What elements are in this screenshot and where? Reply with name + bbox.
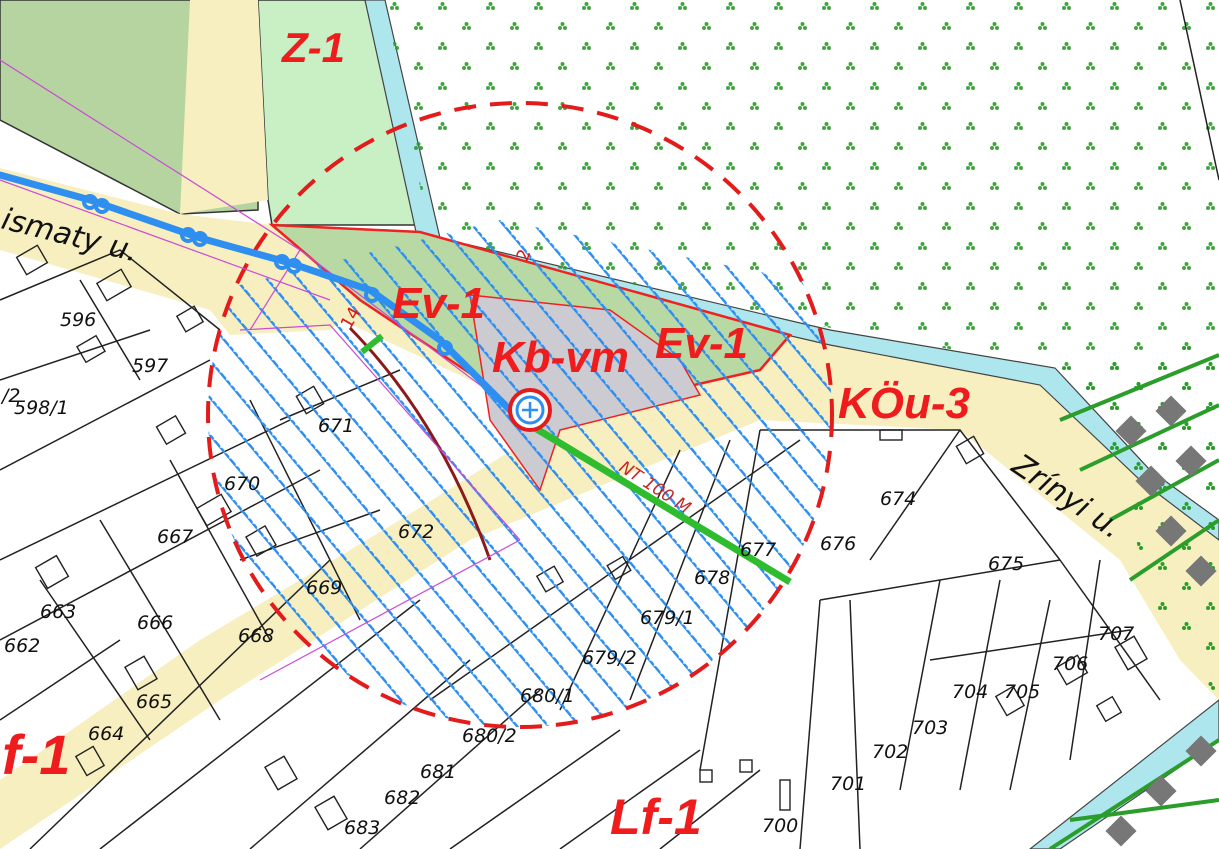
zone-label-f1: f-1 <box>2 723 70 786</box>
parcel-680-1: 680/1 <box>520 685 575 707</box>
protection-zone-hatch <box>208 220 832 727</box>
parcel-numbers: 596 597 598/1 /2 671 670 667 672 669 666… <box>0 309 1134 839</box>
parcel-674: 674 <box>880 488 916 510</box>
parcel-679-1: 679/1 <box>640 607 695 629</box>
parcel-703: 703 <box>912 717 948 739</box>
parcel-707: 707 <box>1098 623 1134 645</box>
parcel-671: 671 <box>318 415 354 437</box>
parcel-662: 662 <box>4 635 40 657</box>
parcel-668: 668 <box>238 625 274 647</box>
parcel-681: 681 <box>420 761 456 783</box>
garden-stripes <box>1048 353 1219 849</box>
parcel-701: 701 <box>830 773 866 795</box>
magenta-lines <box>0 59 521 681</box>
parcel-672: 672 <box>398 521 434 543</box>
parcel-679-2: 679/2 <box>582 647 637 669</box>
parcel-704: 704 <box>952 681 988 703</box>
canal-right <box>1029 699 1219 849</box>
parcel-670: 670 <box>224 473 260 495</box>
water-valve-markers <box>82 194 453 356</box>
zone-label-z1: Z-1 <box>281 24 345 71</box>
pipeline-line <box>528 422 792 585</box>
zone-label-lf1: Lf-1 <box>610 789 702 845</box>
parcel-700: 700 <box>762 815 798 837</box>
parcel-683: 683 <box>344 817 380 839</box>
parcel-669: 669 <box>306 577 342 599</box>
building-symbol-icon <box>1105 395 1217 847</box>
parcel-598-2: /2 <box>0 385 21 407</box>
parcel-675: 675 <box>988 553 1024 575</box>
parcel-680-2: 680/2 <box>462 725 517 747</box>
parcel-682: 682 <box>384 787 420 809</box>
green-segment <box>360 333 384 355</box>
parcel-706: 706 <box>1052 653 1088 675</box>
map-edge-line <box>1179 0 1219 181</box>
garden-area <box>1060 340 1219 700</box>
parcel-666: 666 <box>137 612 173 634</box>
zone-label-ev1-east: Ev-1 <box>655 319 748 368</box>
parcel-667: 667 <box>157 526 193 548</box>
parcel-665: 665 <box>136 691 172 713</box>
parcel-597: 597 <box>132 355 168 377</box>
road-vertical-strip <box>180 0 268 214</box>
parcel-677: 677 <box>740 539 776 561</box>
road-corridor <box>0 225 1219 849</box>
parcel-663: 663 <box>40 601 76 623</box>
parcel-596: 596 <box>60 309 96 331</box>
zone-z1-area <box>257 0 431 226</box>
parcel-702: 702 <box>872 741 908 763</box>
park-area <box>385 0 1219 520</box>
zone-label-ev1-west: Ev-1 <box>392 279 485 328</box>
gas-station-symbol-icon <box>508 388 552 432</box>
parcel-boundary-line <box>348 326 492 561</box>
parcel-664: 664 <box>88 723 124 745</box>
parcel-705: 705 <box>1004 681 1040 703</box>
parcel-678: 678 <box>694 567 730 589</box>
protection-radius-circle <box>206 101 834 729</box>
zone-label-kbvm: Kb-vm <box>492 333 629 382</box>
parcel-676: 676 <box>820 533 856 555</box>
parcel-598-1: 598/1 <box>14 397 69 419</box>
zone-label-kou3: KÖu-3 <box>838 379 970 428</box>
